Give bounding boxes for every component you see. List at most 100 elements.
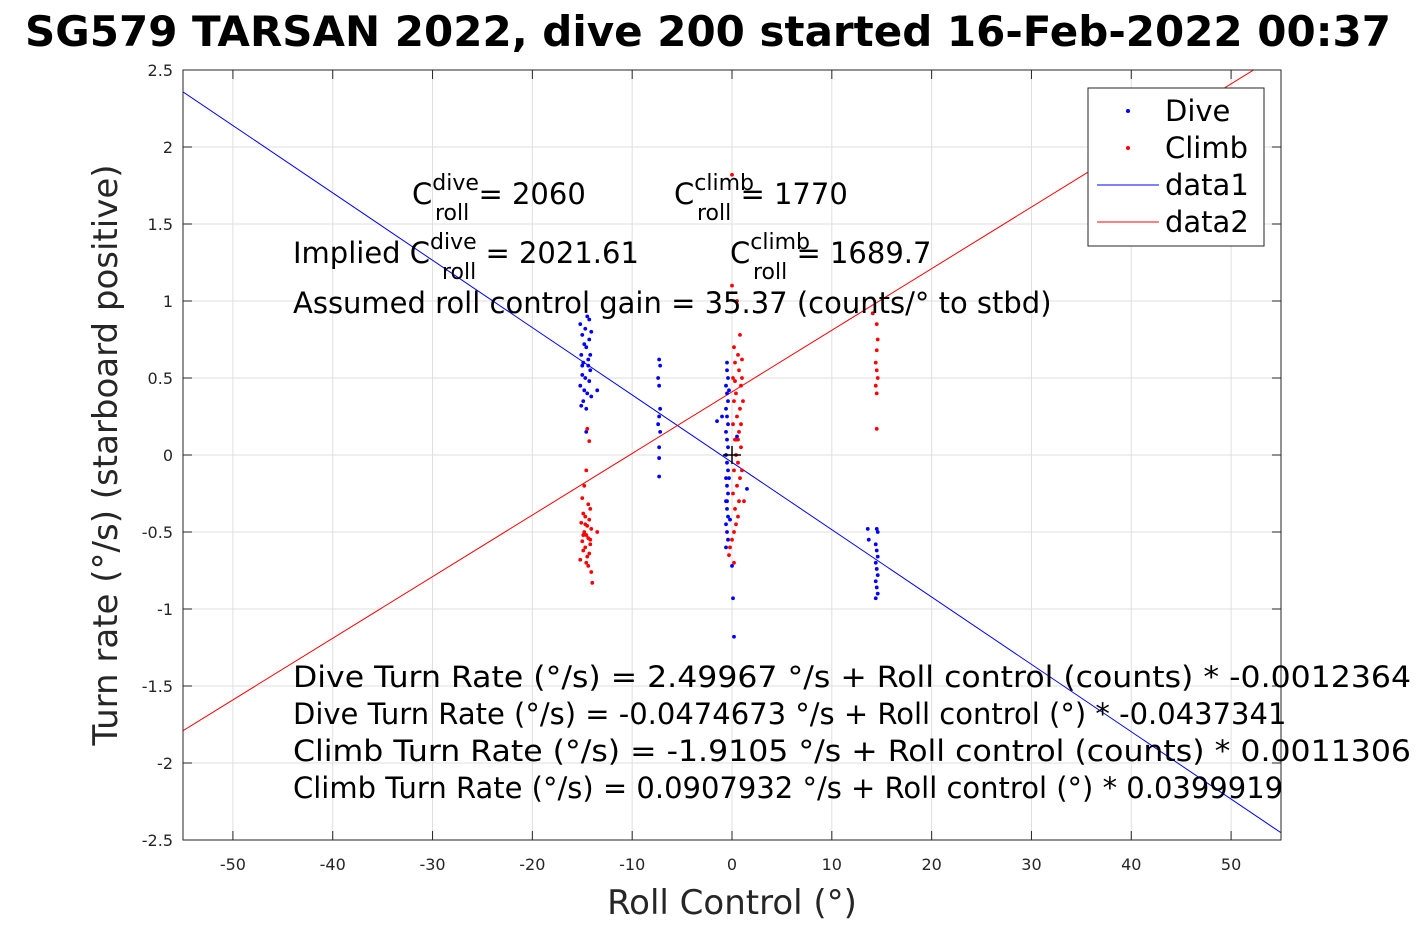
- climb-point: [584, 468, 589, 473]
- climb-point: [737, 430, 741, 434]
- climb-point: [737, 368, 741, 373]
- dive-point: [584, 406, 589, 411]
- dive-point: [583, 326, 588, 331]
- y-tick-label: -2: [157, 754, 173, 773]
- climb-point: [874, 348, 879, 353]
- climb-point: [587, 517, 592, 522]
- legend-label-data1: data1: [1165, 168, 1249, 202]
- dive-point: [731, 596, 735, 601]
- dive-point: [728, 517, 732, 522]
- dive-point: [657, 357, 662, 362]
- dive-point: [726, 537, 730, 542]
- x-tick-label: 0: [727, 855, 737, 874]
- dive-point: [725, 360, 729, 365]
- climb-point: [734, 391, 738, 396]
- climb-point: [590, 580, 595, 585]
- dive-point: [726, 514, 730, 519]
- climb-point: [585, 554, 590, 559]
- climb-point: [733, 379, 737, 383]
- climb-point: [587, 439, 592, 444]
- dive-point: [726, 468, 730, 473]
- dive-point: [584, 345, 589, 350]
- dive-point: [585, 314, 590, 319]
- dive-point: [586, 357, 591, 362]
- climb-point: [736, 514, 740, 519]
- climb-point: [588, 537, 593, 542]
- climb-point: [585, 426, 590, 431]
- climb-point: [582, 530, 587, 534]
- climb-point: [731, 376, 735, 380]
- climb-point: [589, 570, 594, 574]
- dive-point: [724, 383, 728, 388]
- dive-point: [587, 317, 592, 322]
- x-tick-label: 20: [921, 855, 941, 874]
- climb-point: [581, 533, 586, 537]
- climb-point: [728, 545, 732, 550]
- climb-point: [874, 322, 879, 326]
- dive-point: [580, 373, 585, 377]
- climb-point: [580, 496, 585, 501]
- x-tick-label: -40: [320, 855, 346, 874]
- dive-point: [873, 579, 878, 584]
- dive-point: [582, 342, 587, 347]
- dive-point: [588, 353, 593, 357]
- annotation-eq2: Dive Turn Rate (°/s) = -0.0474673 °/s + …: [293, 697, 1286, 731]
- dive-point: [657, 414, 662, 419]
- dive-point: [582, 388, 587, 393]
- dive-point: [725, 499, 729, 504]
- climb-point: [739, 422, 743, 427]
- dive-point: [579, 403, 584, 408]
- dive-point: [730, 563, 734, 568]
- climb-point: [736, 460, 740, 465]
- climb-point: [578, 557, 583, 562]
- dive-point: [586, 363, 591, 368]
- legend-label-climb: Climb: [1165, 131, 1248, 165]
- dive-point: [735, 434, 739, 439]
- dive-point: [578, 383, 583, 388]
- dive-point: [875, 591, 880, 596]
- climb-point: [579, 520, 584, 525]
- chart-title: SG579 TARSAN 2022, dive 200 started 16-F…: [25, 7, 1391, 56]
- climb-point: [727, 553, 731, 557]
- climb-point: [588, 507, 593, 511]
- dive-point: [725, 530, 729, 534]
- y-tick-label: 1.5: [148, 215, 173, 234]
- y-tick-label: -2.5: [142, 831, 173, 850]
- climb-point: [582, 483, 587, 488]
- dive-point: [588, 368, 593, 373]
- dive-point: [587, 379, 592, 383]
- annotation-implied-dive: Implied Cdive roll = 2021.61: [293, 230, 639, 285]
- dive-point: [873, 596, 878, 601]
- climb-point: [874, 426, 879, 431]
- climb-point: [584, 533, 589, 537]
- climb-point: [583, 545, 588, 550]
- climb-point: [584, 560, 589, 565]
- dive-point: [726, 491, 730, 496]
- dive-point: [725, 507, 729, 511]
- y-tick-label: -1.5: [142, 677, 173, 696]
- climb-point: [740, 468, 744, 473]
- dive-point: [583, 376, 588, 380]
- dive-point: [725, 368, 729, 373]
- climb-point: [874, 368, 879, 373]
- climb-point: [586, 502, 591, 507]
- climb-point: [738, 406, 742, 411]
- dive-point: [589, 394, 594, 399]
- dive-point: [587, 337, 592, 342]
- dive-point: [658, 406, 663, 411]
- y-tick-label: 2: [163, 138, 173, 157]
- dive-point: [874, 527, 879, 531]
- dive-point: [866, 537, 871, 542]
- climb-point: [586, 563, 591, 568]
- climb-point: [736, 353, 740, 357]
- annotation-implied-climb: Cclimb roll = 1689.7: [730, 230, 931, 285]
- dive-point: [580, 363, 585, 368]
- y-tick-label: 0: [163, 446, 173, 465]
- dive-point: [656, 422, 661, 427]
- y-axis-label: Turn rate (°/s) (starboard positive): [86, 164, 126, 746]
- dive-point: [726, 376, 730, 380]
- climb-point: [589, 527, 594, 531]
- dive-point: [725, 460, 729, 465]
- y-tick-label: 2.5: [148, 61, 173, 80]
